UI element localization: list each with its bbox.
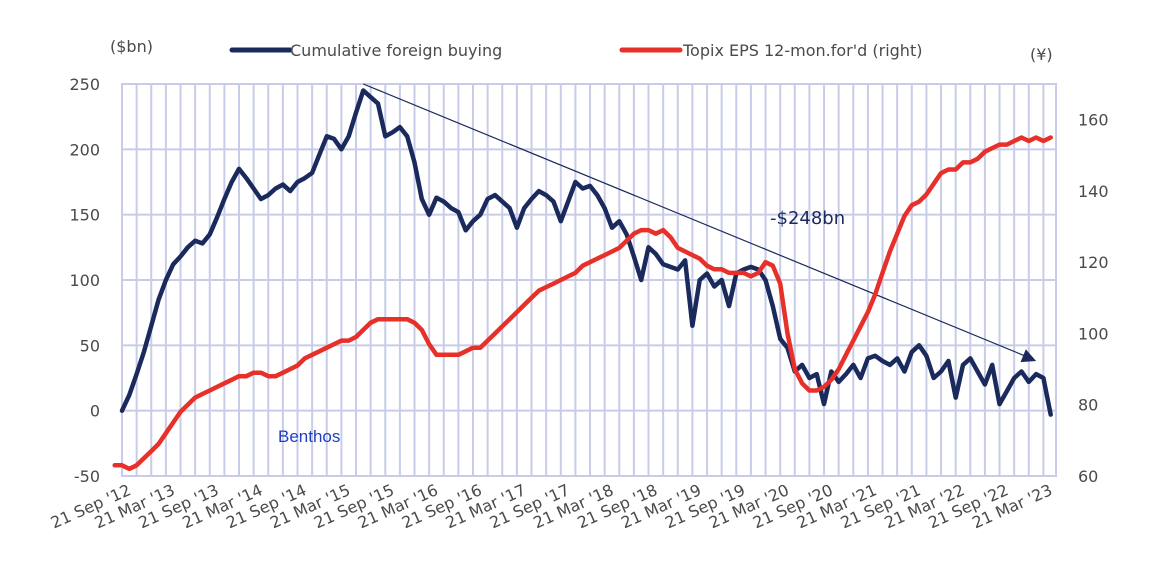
left-tick-label: -50 xyxy=(74,467,100,486)
left-axis-ticks: 250 200 150 100 50 0 -50 xyxy=(69,75,100,486)
left-axis-unit: ($bn) xyxy=(110,37,153,56)
legend-label-foreign-buying: Cumulative foreign buying xyxy=(290,41,502,60)
right-tick-label: 60 xyxy=(1078,467,1098,486)
watermark-benthos: Benthos xyxy=(278,427,340,446)
plot-frame xyxy=(121,83,1057,477)
horizontal-gridlines xyxy=(122,83,1056,477)
series-line-topix-eps xyxy=(112,135,1053,472)
left-tick-label: 250 xyxy=(69,75,100,94)
right-tick-label: 140 xyxy=(1078,182,1109,201)
left-tick-label: 50 xyxy=(80,336,100,355)
legend: Cumulative foreign buying Topix EPS 12-m… xyxy=(229,41,922,60)
trend-arrow-head xyxy=(1020,349,1037,363)
right-axis-ticks: 160 140 120 100 80 60 xyxy=(1078,111,1109,486)
right-axis-unit: (¥) xyxy=(1030,45,1053,64)
right-tick-label: 80 xyxy=(1078,396,1098,415)
left-tick-label: 0 xyxy=(90,402,100,421)
annotation-minus-248bn: -$248bn xyxy=(770,208,845,229)
right-tick-label: 120 xyxy=(1078,253,1109,272)
left-tick-label: 200 xyxy=(69,140,100,159)
legend-label-topix-eps: Topix EPS 12-mon.for'd (right) xyxy=(682,41,922,60)
left-tick-label: 150 xyxy=(69,206,100,225)
left-tick-label: 100 xyxy=(69,271,100,290)
trend-line xyxy=(363,83,1031,359)
right-tick-label: 160 xyxy=(1078,111,1109,130)
series-line-cumulative-foreign-buying xyxy=(119,88,1053,417)
right-tick-label: 100 xyxy=(1078,324,1109,343)
